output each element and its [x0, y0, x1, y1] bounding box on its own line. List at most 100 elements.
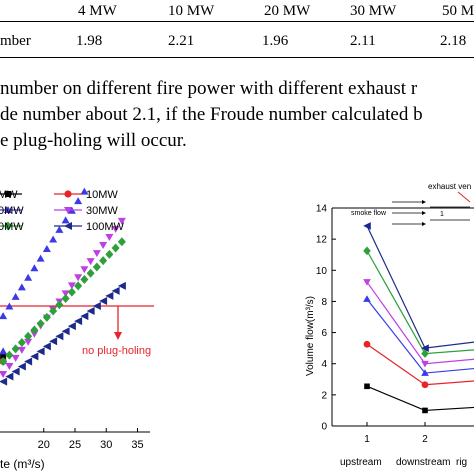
data-point [55, 332, 64, 341]
left-chart-legend: MW 10MW 0MW 30MW 0MW 100MW [0, 189, 125, 233]
data-point [74, 197, 83, 205]
table-header-cell: 50 M [442, 3, 474, 19]
legend-marker [4, 206, 12, 213]
table-cell: 2.18 [440, 33, 467, 49]
category-label-downstream: downstream [396, 457, 450, 468]
y-tick-label: 10 [316, 266, 328, 277]
data-point [24, 357, 33, 366]
data-point [364, 383, 370, 390]
legend-marker [5, 191, 11, 197]
table-cell: 1.96 [262, 33, 289, 49]
data-point [24, 273, 33, 281]
data-point [421, 344, 429, 352]
data-point [92, 302, 101, 310]
data-point [99, 242, 108, 250]
data-point [363, 222, 371, 230]
data-point [42, 245, 51, 253]
data-point [61, 216, 70, 224]
table-cell: 1.98 [76, 33, 103, 49]
legend-marker [64, 190, 72, 198]
data-point [11, 292, 20, 300]
data-point [0, 312, 8, 320]
data-point [74, 317, 83, 326]
data-point [11, 344, 20, 354]
series-line [366, 225, 474, 349]
y-tick-label: 0 [321, 422, 327, 433]
data-point [11, 354, 20, 362]
legend-label: 10MW [86, 189, 118, 201]
data-point [363, 246, 371, 256]
data-point [42, 312, 51, 322]
y-axis-label: Volume flow(m³/s) [305, 296, 316, 376]
data-point [421, 360, 429, 368]
x-tick-label: 30 [100, 439, 112, 451]
exhaust-vent-pointer [457, 191, 471, 203]
data-point [421, 369, 429, 376]
no-plug-holing-annotation: no plug-holing [82, 345, 151, 357]
data-point [86, 268, 95, 278]
data-point [49, 235, 58, 243]
data-point [111, 243, 120, 253]
annotation-arrow-head [114, 332, 122, 340]
series-line [366, 385, 474, 412]
x-tick-label: 2 [422, 434, 428, 445]
table-header-cell: 30 MW [350, 3, 397, 19]
legend-marker [64, 222, 72, 230]
table-rule [0, 21, 474, 22]
section-marker: 1 [440, 211, 444, 218]
threshold-line-group [0, 305, 154, 340]
data-point [67, 287, 76, 297]
data-point [363, 279, 371, 286]
table-row-label: mber [0, 33, 31, 49]
data-point [24, 331, 33, 341]
froude-table: 4 MW 10 MW 20 MW 30 MW 50 M mber 1.98 2.… [0, 0, 474, 60]
paragraph-line: number on different fire power with diff… [0, 78, 418, 99]
data-point [80, 187, 89, 195]
data-point [17, 338, 26, 348]
y-tick-label: 12 [316, 235, 328, 246]
data-point [74, 281, 83, 291]
data-point [67, 322, 76, 331]
data-point [55, 300, 64, 310]
legend-label: 30MW [86, 205, 118, 217]
flow-arrow-head [422, 200, 426, 204]
data-point [105, 233, 114, 241]
data-point [17, 283, 26, 291]
data-point [36, 254, 45, 262]
data-point [92, 250, 101, 258]
data-point [5, 302, 14, 310]
data-point [61, 327, 70, 336]
data-point [55, 225, 64, 233]
data-point [11, 367, 20, 376]
data-point [86, 258, 95, 266]
data-point [36, 319, 45, 329]
legend-marker [4, 221, 12, 231]
flow-arrow-head [422, 211, 426, 215]
data-point [30, 352, 39, 361]
data-point [117, 281, 126, 290]
right-chart-frame [331, 207, 474, 427]
data-point [86, 307, 95, 316]
legend-label: MW [0, 189, 18, 201]
exhaust-vent-label: exhaust ven [428, 182, 471, 191]
data-point [42, 342, 51, 351]
data-point [0, 353, 7, 360]
data-point [80, 312, 89, 321]
data-point [111, 286, 120, 295]
data-point [363, 340, 371, 348]
legend-label: 100MW [86, 221, 125, 233]
table-header-cell: 10 MW [168, 3, 215, 19]
data-point [49, 337, 58, 346]
data-point [92, 262, 101, 272]
data-point [67, 282, 76, 290]
data-point [117, 237, 126, 247]
table-cell: 2.21 [168, 33, 195, 49]
category-label-right: rig [456, 457, 467, 468]
series-line [366, 343, 474, 386]
table-header-cell: 20 MW [264, 3, 311, 19]
category-label-upstream: upstream [340, 457, 382, 468]
data-point [17, 362, 26, 371]
flow-arrow-head [422, 222, 426, 226]
